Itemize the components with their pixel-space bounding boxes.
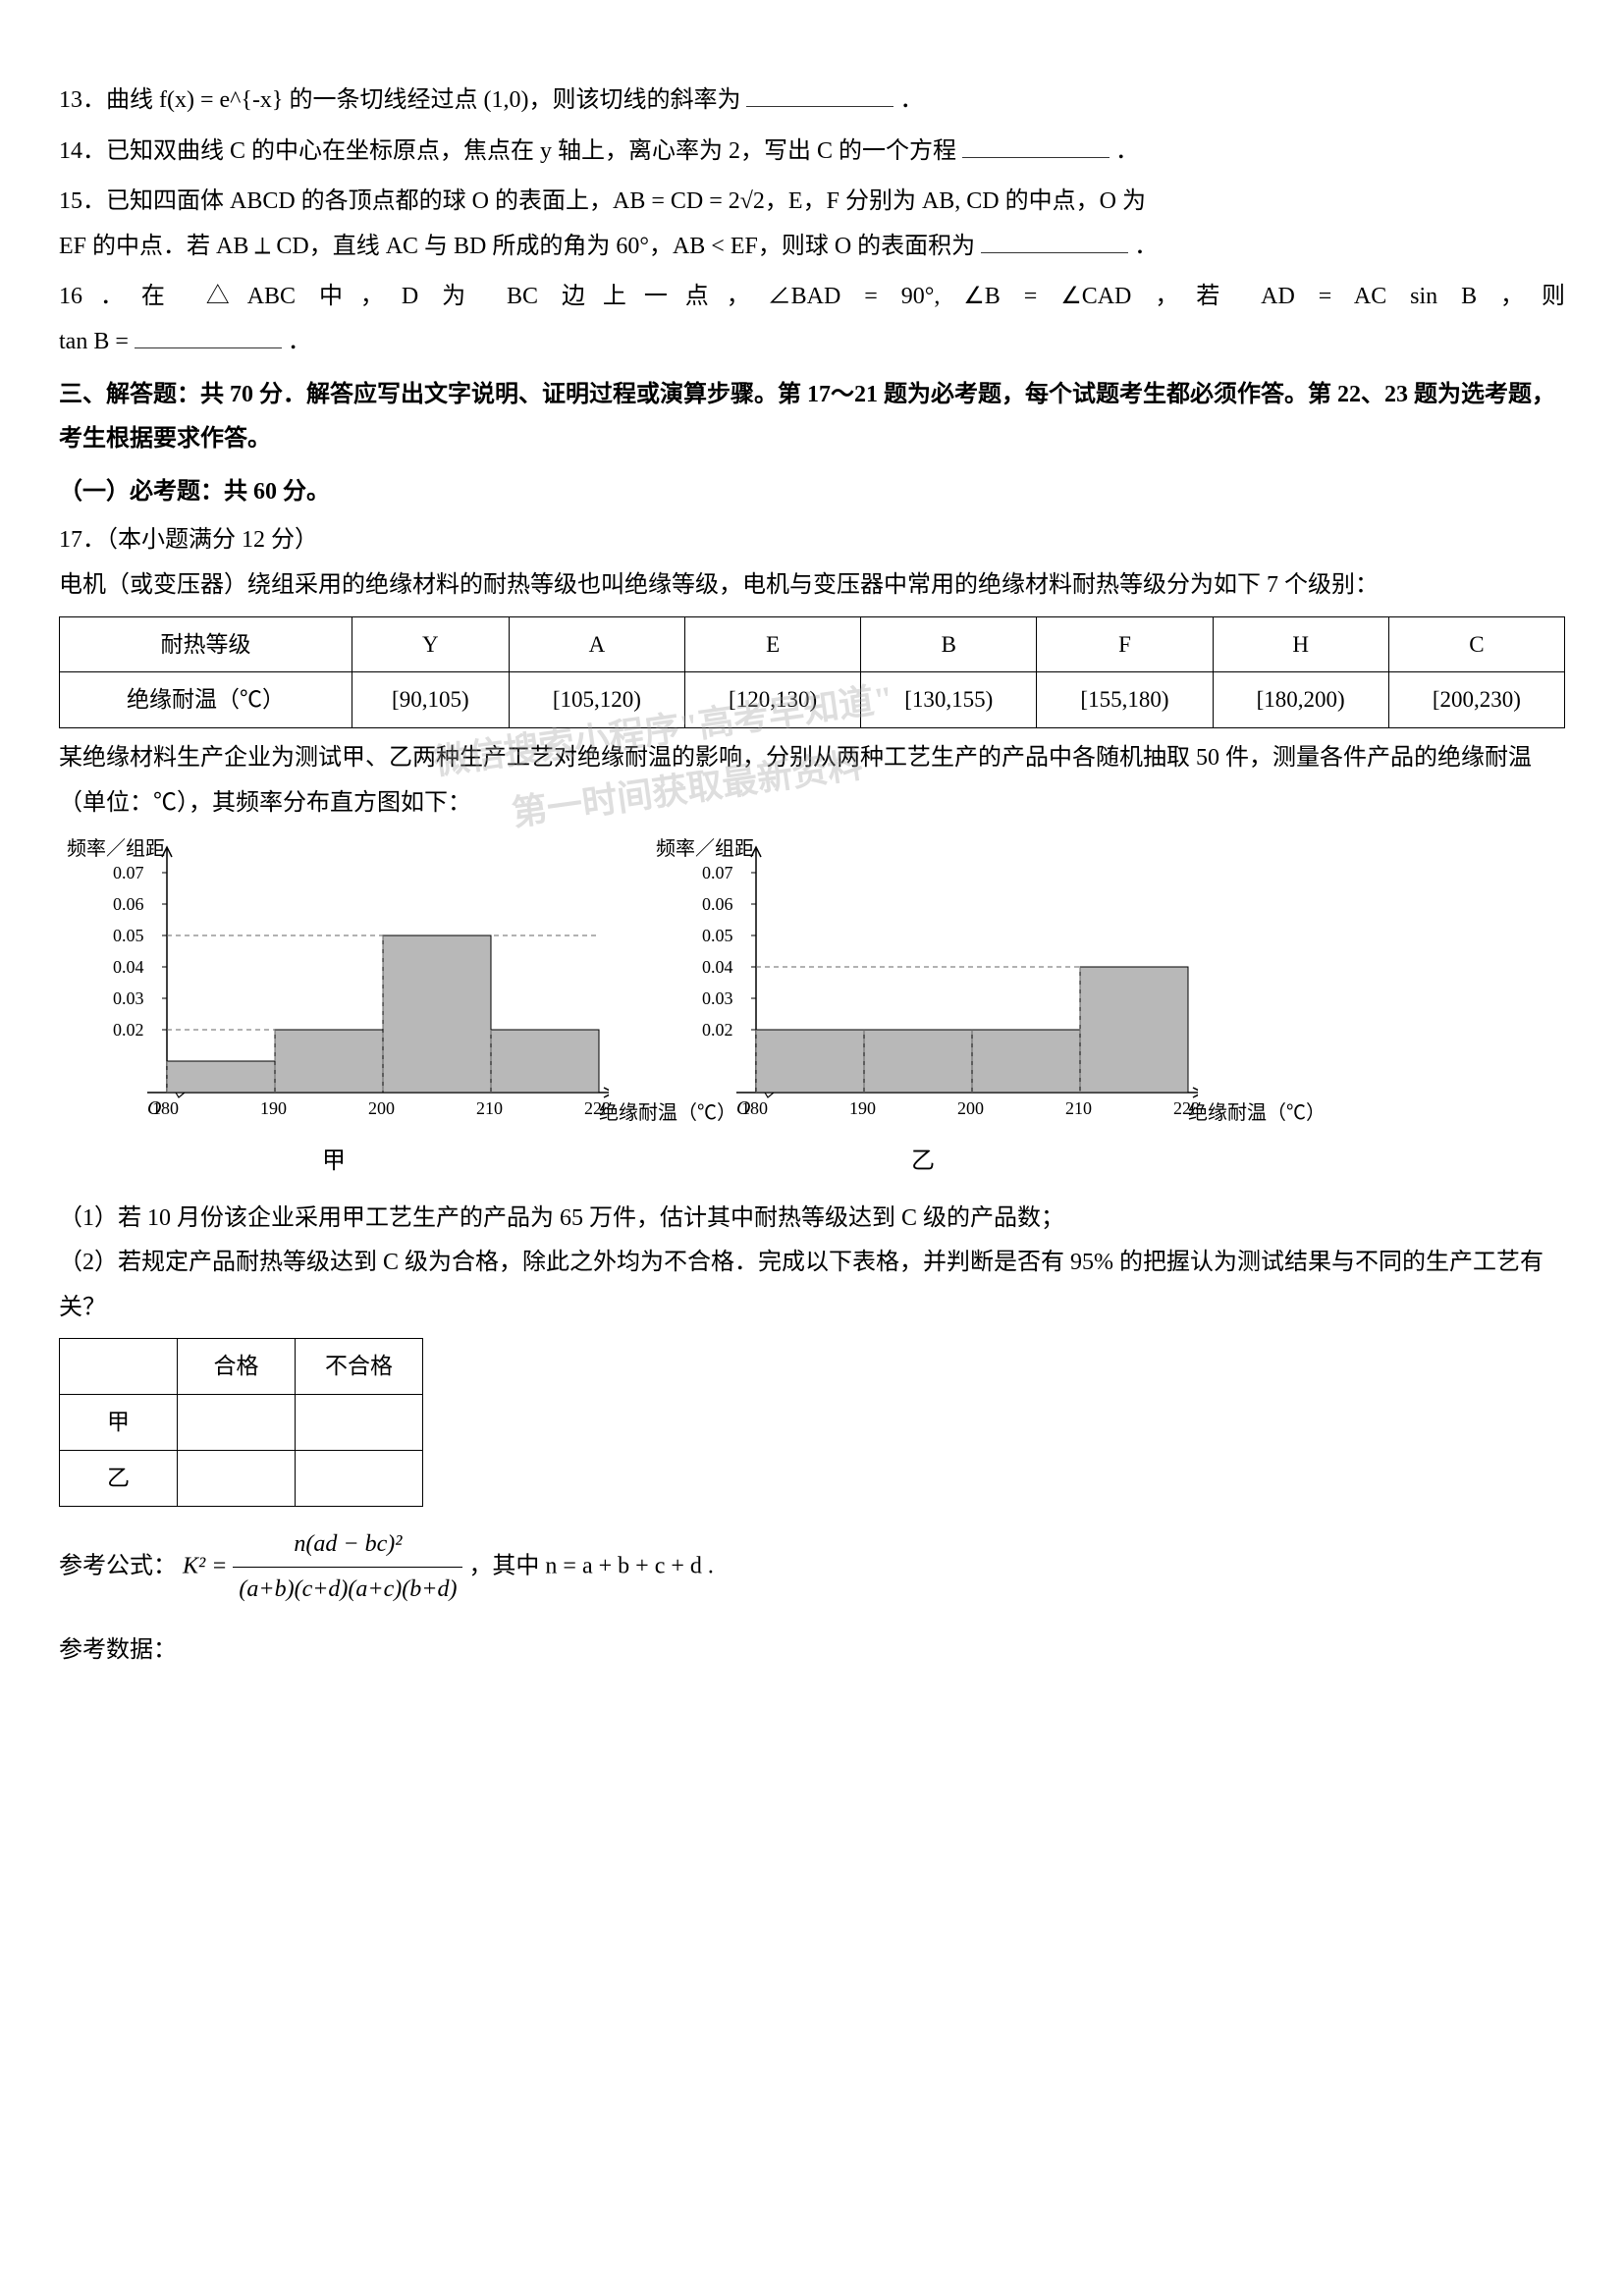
cell: 合格: [178, 1339, 296, 1395]
heat-grade-table: 耐热等级 Y A E B F H C 绝缘耐温（℃） [90,105) [105…: [59, 616, 1565, 728]
formula-label: 参考公式：: [59, 1553, 177, 1578]
q13-blank: [746, 79, 893, 107]
cell: H: [1213, 616, 1388, 672]
cell: [130,155): [861, 672, 1037, 728]
chart-yi-block: 频率／组距O0.020.030.040.050.060.071801902002…: [648, 837, 1198, 1185]
cell: [60, 1339, 178, 1395]
period: ．: [288, 329, 311, 354]
cell: A: [509, 616, 684, 672]
period: ．: [1134, 234, 1158, 259]
q15a-text: 15．已知四面体 ABCD 的各顶点都的球 O 的表面上，AB = CD = 2…: [59, 188, 1146, 214]
question-15: 15．已知四面体 ABCD 的各顶点都的球 O 的表面上，AB = CD = 2…: [59, 180, 1565, 269]
formula-num: n(ad − bc)²: [233, 1522, 462, 1569]
q17-sub2: （2）若规定产品耐热等级达到 C 级为合格，除此之外均为不合格．完成以下表格，并…: [59, 1241, 1565, 1330]
formula-k2: K² =: [183, 1553, 227, 1578]
chart-jia-block: 频率／组距O0.020.030.040.050.060.071801902002…: [59, 837, 609, 1185]
section3-title: 三、解答题：共 70 分．解答应写出文字说明、证明过程或演算步骤。第 17～21…: [59, 373, 1565, 462]
chart-jia-caption: 甲: [59, 1140, 609, 1185]
cell: [120,130): [685, 672, 861, 728]
q17-p1: 电机（或变压器）绕组采用的绝缘材料的耐热等级也叫绝缘等级，电机与变压器中常用的绝…: [59, 563, 1565, 609]
question-13: 13．曲线 f(x) = e^{-x} 的一条切线经过点 (1,0)，则该切线的…: [59, 79, 1565, 124]
cell: 不合格: [296, 1339, 423, 1395]
cell: 甲: [60, 1395, 178, 1451]
svg-text:0.05: 0.05: [113, 926, 144, 945]
result-table: 合格 不合格 甲 乙: [59, 1338, 423, 1506]
question-16: 16．在 △ABC 中，D 为 BC 边上一点，∠BAD = 90°, ∠B =…: [59, 275, 1565, 364]
q16-blank: [135, 320, 282, 348]
period: ．: [1115, 138, 1139, 164]
chart-jia: 频率／组距O0.020.030.040.050.060.071801902002…: [59, 837, 609, 1132]
period: ．: [899, 87, 923, 113]
question-17: 17．（本小题满分 12 分） 电机（或变压器）绕组采用的绝缘材料的耐热等级也叫…: [59, 518, 1565, 1673]
cell: 乙: [60, 1450, 178, 1506]
svg-text:0.04: 0.04: [113, 957, 144, 977]
cell: [105,120): [509, 672, 684, 728]
q15-blank: [981, 225, 1128, 253]
svg-text:0.03: 0.03: [702, 988, 733, 1008]
q14-blank: [962, 130, 1110, 158]
chart-yi: 频率／组距O0.020.030.040.050.060.071801902002…: [648, 837, 1198, 1132]
svg-text:0.05: 0.05: [702, 926, 733, 945]
q16a-text: 16．在 △ABC 中，D 为 BC 边上一点，∠BAD = 90°, ∠B =…: [59, 284, 1565, 309]
cell: 耐热等级: [60, 616, 352, 672]
table-row: 绝缘耐温（℃） [90,105) [105,120) [120,130) [13…: [60, 672, 1565, 728]
question-14: 14．已知双曲线 C 的中心在坐标原点，焦点在 y 轴上，离心率为 2，写出 C…: [59, 130, 1565, 175]
svg-text:0.06: 0.06: [702, 894, 733, 914]
cell: [90,105): [352, 672, 509, 728]
cell: C: [1388, 616, 1564, 672]
table-row: 耐热等级 Y A E B F H C: [60, 616, 1565, 672]
table-row: 乙: [60, 1450, 423, 1506]
table-row: 合格 不合格: [60, 1339, 423, 1395]
q17-head: 17．（本小题满分 12 分）: [59, 518, 1565, 563]
cell: [180,200): [1213, 672, 1388, 728]
formula-den: (a+b)(c+d)(a+c)(b+d): [233, 1568, 462, 1613]
histogram-charts-row: 频率／组距O0.020.030.040.050.060.071801902002…: [59, 837, 1565, 1185]
cell: 绝缘耐温（℃）: [60, 672, 352, 728]
cell: [200,230): [1388, 672, 1564, 728]
formula-row: 参考公式： K² = n(ad − bc)² (a+b)(c+d)(a+c)(b…: [59, 1522, 1565, 1613]
formula-tail: ，其中 n = a + b + c + d .: [468, 1553, 713, 1578]
cell: [296, 1395, 423, 1451]
cell: Y: [352, 616, 509, 672]
table-row: 甲: [60, 1395, 423, 1451]
svg-text:0.06: 0.06: [113, 894, 144, 914]
svg-text:频率／组距: 频率／组距: [67, 837, 165, 860]
cell: F: [1037, 616, 1213, 672]
svg-text:0.02: 0.02: [702, 1020, 733, 1040]
q13-text: 13．曲线 f(x) = e^{-x} 的一条切线经过点 (1,0)，则该切线的…: [59, 87, 740, 113]
chart-yi-caption: 乙: [648, 1140, 1198, 1185]
subsection-1: （一）必考题：共 60 分。: [59, 470, 1565, 515]
q14-text: 14．已知双曲线 C 的中心在坐标原点，焦点在 y 轴上，离心率为 2，写出 C…: [59, 138, 956, 164]
q17-sub1: （1）若 10 月份该企业采用甲工艺生产的产品为 65 万件，估计其中耐热等级达…: [59, 1197, 1565, 1242]
cell: [155,180): [1037, 672, 1213, 728]
svg-text:0.03: 0.03: [113, 988, 144, 1008]
q15b-text: EF 的中点．若 AB ⟂ CD，直线 AC 与 BD 所成的角为 60°，AB…: [59, 234, 975, 259]
formula-fraction: n(ad − bc)² (a+b)(c+d)(a+c)(b+d): [233, 1522, 462, 1613]
q17-p2: 某绝缘材料生产企业为测试甲、乙两种生产工艺对绝缘耐温的影响，分别从两种工艺生产的…: [59, 736, 1565, 826]
svg-text:0.07: 0.07: [702, 863, 733, 882]
svg-text:0.04: 0.04: [702, 957, 733, 977]
svg-text:频率／组距: 频率／组距: [656, 837, 754, 860]
svg-text:0.02: 0.02: [113, 1020, 144, 1040]
cell: [296, 1450, 423, 1506]
ref-data: 参考数据：: [59, 1629, 1565, 1674]
q16b-text: tan B =: [59, 329, 129, 354]
svg-text:0.07: 0.07: [113, 863, 144, 882]
cell: [178, 1450, 296, 1506]
cell: E: [685, 616, 861, 672]
cell: B: [861, 616, 1037, 672]
cell: [178, 1395, 296, 1451]
